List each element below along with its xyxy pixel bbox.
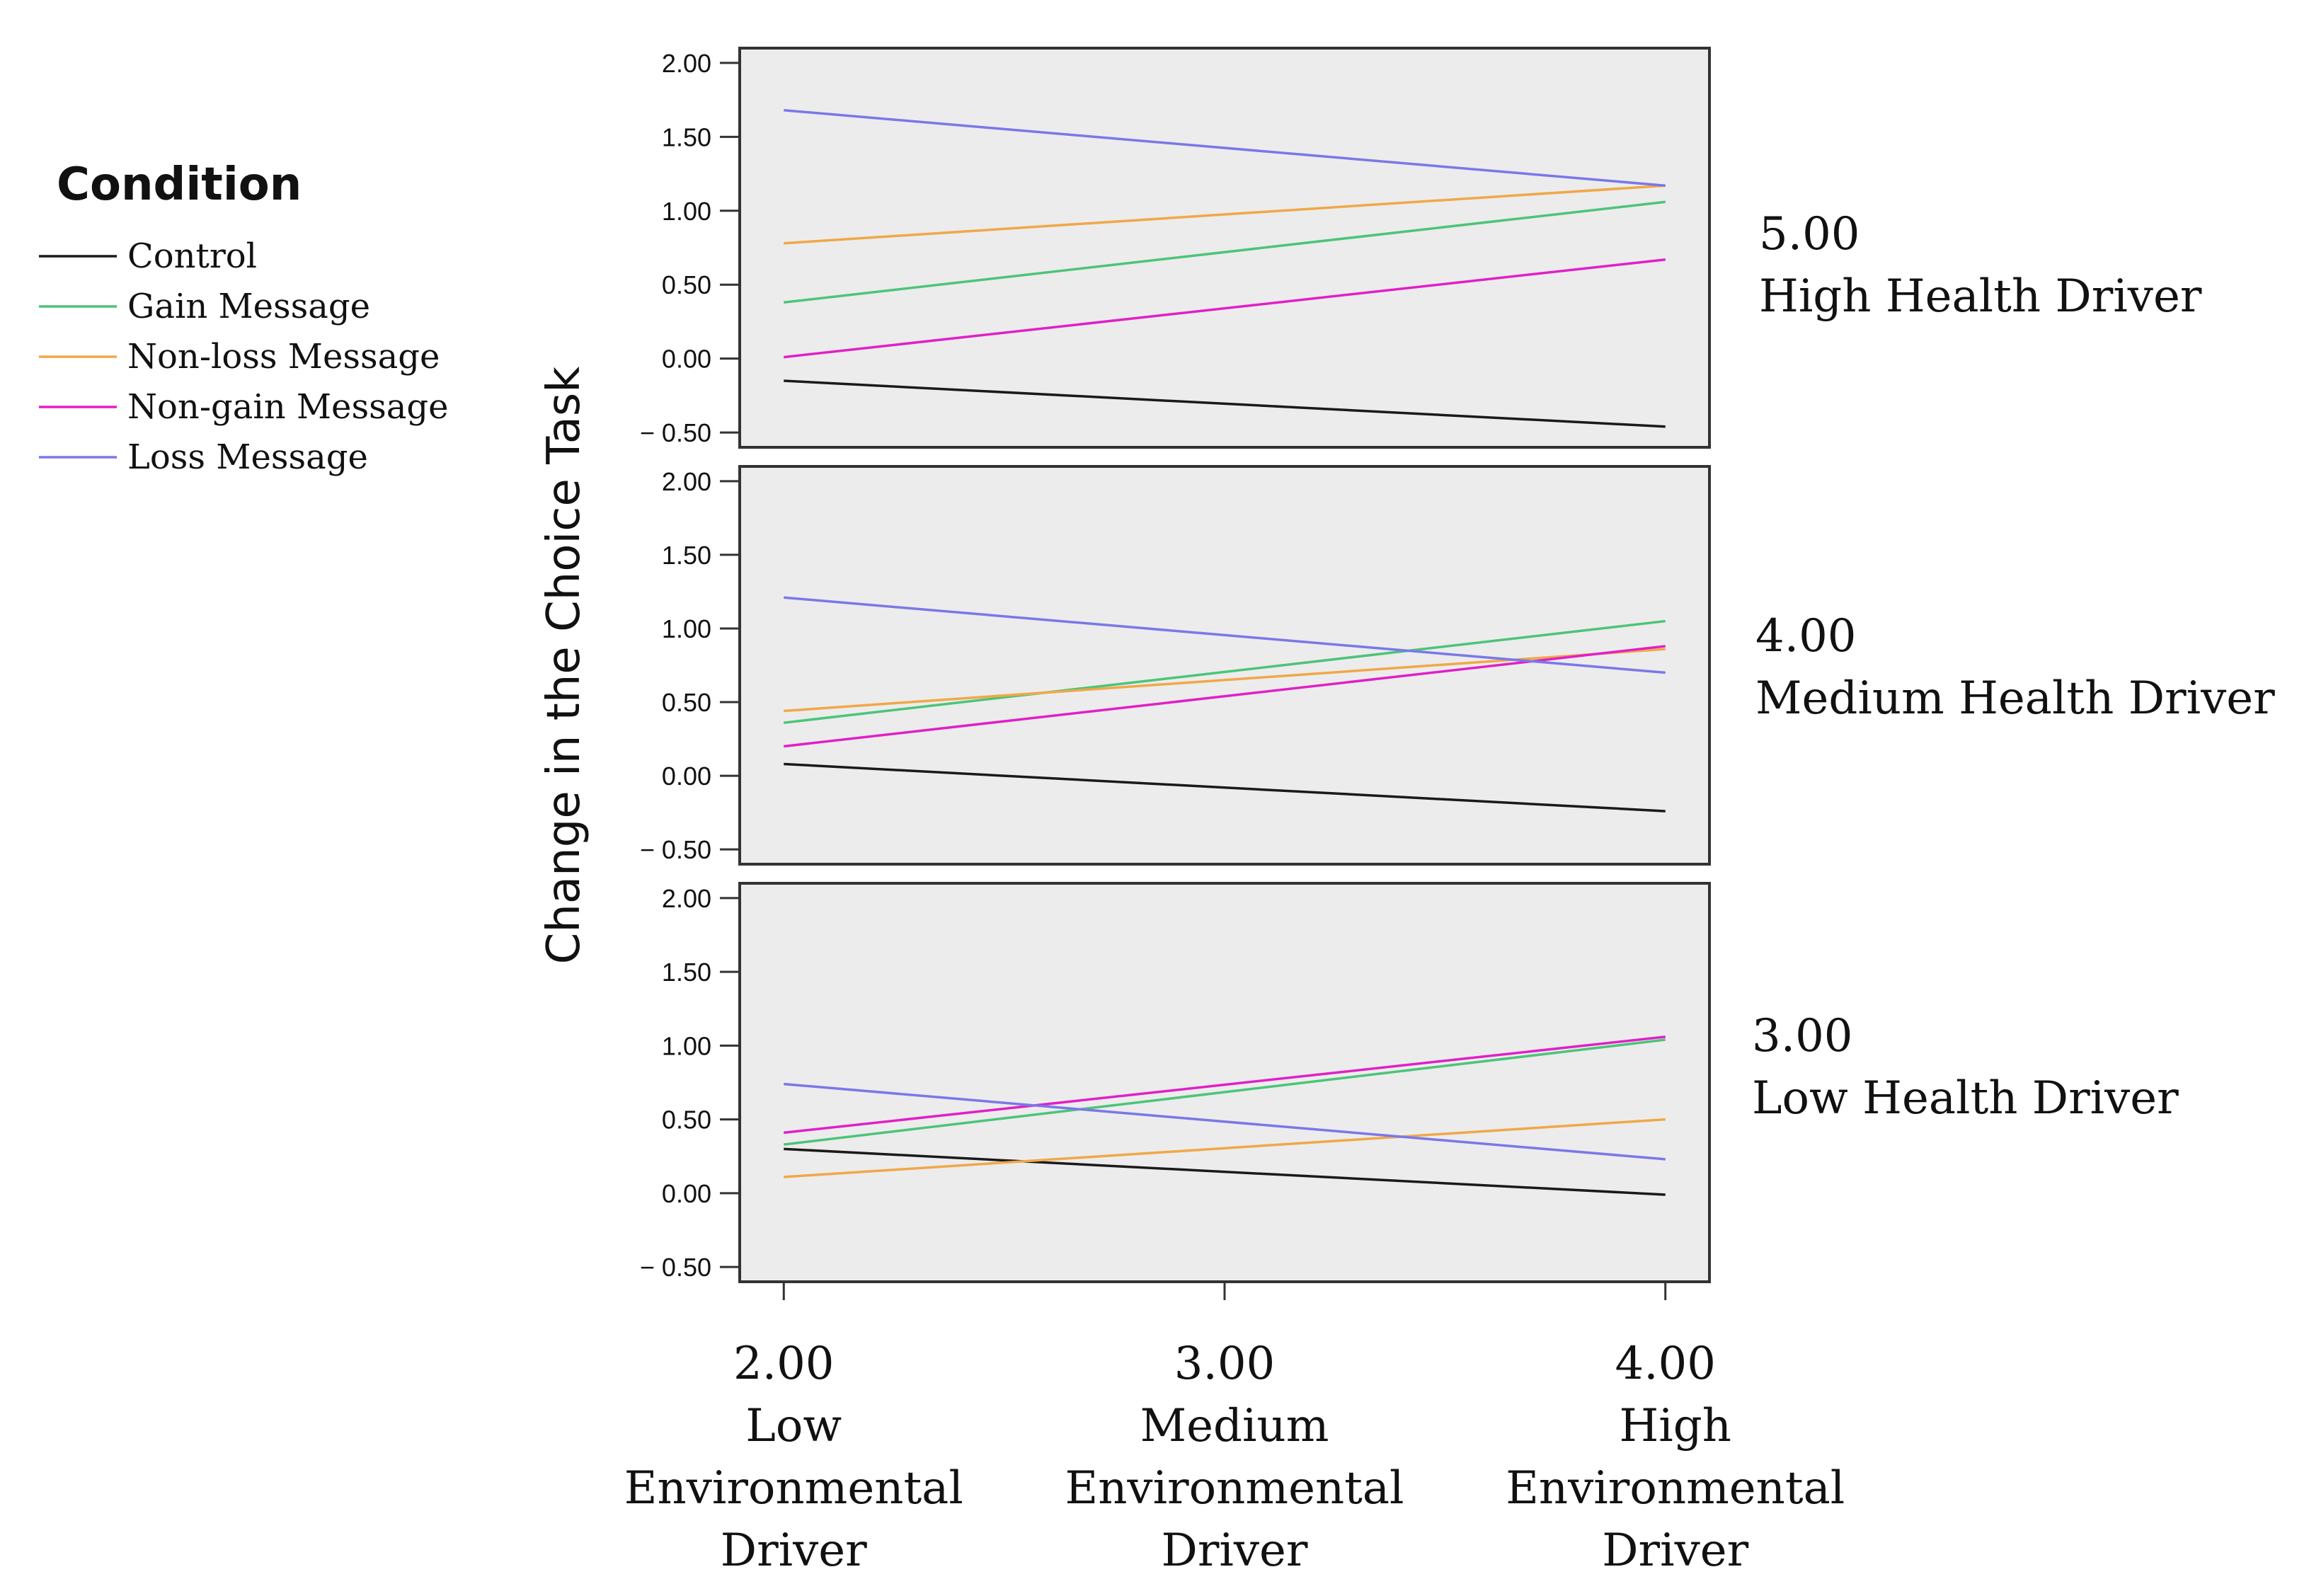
y-tick-label: 2.00 [662,49,711,78]
x-tick-label: Environmental [1065,1462,1404,1515]
series-line-control [784,762,1666,813]
panel-3: 2.00 1.50 1.00 0.50 0.00 − 0.50 3.00 Low Health… [640,882,2179,1283]
legend-entry: Control [127,236,257,276]
panel-frame [738,47,1711,449]
series-line-control [784,379,1666,428]
y-tick-label: 1.50 [662,122,711,151]
x-tick-value: 3.00 [1174,1338,1276,1390]
series-line-non-loss-message [784,184,1666,245]
legend: Condition Control Gain Message Non-loss Mes… [39,159,448,477]
series-line-non-gain-message [784,258,1666,359]
y-tick-label: 1.50 [662,958,711,987]
x-axis: 2.00 Low Environmental Driver 3.00 Medium Envi… [624,1282,1845,1577]
series-line-loss-message [784,596,1666,674]
y-tick-label: 0.00 [662,1179,711,1208]
panel-label: Medium Health Driver [1755,672,2275,725]
y-tick-label: 1.50 [662,541,711,570]
x-tick-label: Driver [1162,1525,1308,1577]
legend-entry: Non-gain Message [127,387,448,427]
y-tick-label: 2.00 [662,467,711,496]
y-tick-label: 1.00 [662,197,711,226]
legend-title: Condition [57,159,302,211]
y-tick-label: 1.00 [662,1031,711,1060]
y-tick-label: 2.00 [662,884,711,913]
y-tick-label: 1.00 [662,614,711,643]
y-tick-label: 0.00 [662,345,711,374]
series-line-non-loss-message [784,1118,1666,1178]
x-tick-label: Environmental [624,1462,963,1515]
y-tick-label: − 0.50 [640,418,711,447]
series-line-gain-message [784,200,1666,304]
panel-label: High Health Driver [1759,270,2202,323]
panel-2: 2.00 1.50 1.00 0.50 0.00 − 0.50 4.00 Medium Hea… [640,465,2275,866]
legend-entry: Gain Message [127,287,370,326]
legend-entry: Loss Message [127,437,368,477]
x-tick-label: Driver [1602,1525,1748,1577]
x-tick-value: 4.00 [1615,1338,1716,1390]
y-tick-label: 0.50 [662,1106,711,1135]
series-line-loss-message [784,1082,1666,1161]
panel-value: 5.00 [1759,208,1860,260]
series-line-non-gain-message [784,645,1666,748]
y-tick-label: 0.50 [662,270,711,299]
y-tick-label: 0.00 [662,762,711,791]
y-tick-label: − 0.50 [640,1253,711,1282]
legend-entry: Non-loss Message [127,337,440,377]
y-tick-label: 0.50 [662,688,711,717]
x-tick-label: High [1619,1400,1731,1452]
x-tick-value: 2.00 [733,1338,835,1390]
x-tick-label: Low [745,1400,842,1452]
panel-frame [738,465,1711,866]
panel-value: 3.00 [1752,1010,1853,1062]
panel-value: 4.00 [1755,610,1857,662]
series-line-control [784,1147,1666,1196]
panel-label: Low Health Driver [1752,1072,2179,1125]
series-line-gain-message [784,619,1666,724]
y-tick-label: − 0.50 [640,835,711,864]
panel-frame [738,882,1711,1283]
series-line-gain-message [784,1038,1666,1146]
x-tick-label: Medium [1140,1400,1329,1452]
series-line-non-gain-message [784,1035,1666,1135]
series-line-loss-message [784,108,1666,188]
panel-1: 2.00 1.50 1.00 0.50 0.00 − 0.50 5.00 High Healt… [640,47,2202,449]
x-tick-label: Driver [721,1525,867,1577]
x-tick-label: Environmental [1506,1462,1845,1515]
y-axis-title: Change in the Choice Task [538,367,590,965]
